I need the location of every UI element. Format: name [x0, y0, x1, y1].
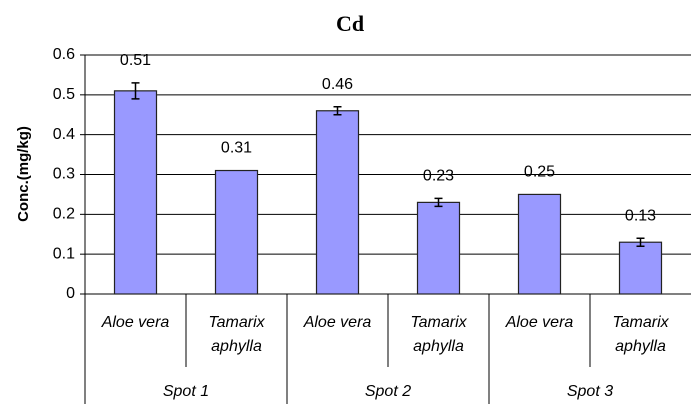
bar: [517, 193, 562, 295]
error-bar: [333, 106, 342, 116]
bar: [416, 201, 461, 295]
value-label: 0.13: [625, 207, 656, 224]
x-tick-label: Aloe vera: [303, 314, 372, 331]
y-tick-label: 0.4: [53, 126, 75, 143]
x-tick-label: Tamarix aphylla: [612, 314, 669, 355]
group-label: Spot 3: [567, 383, 613, 400]
y-tick-label: 0.2: [53, 206, 75, 223]
error-bar: [636, 237, 645, 247]
x-tick-label: Tamarix aphylla: [410, 314, 467, 355]
error-bar: [131, 82, 140, 100]
x-tick-label: Aloe vera: [101, 314, 170, 331]
y-tick-label: 0: [66, 285, 75, 302]
x-tick-label: Tamarix aphylla: [208, 314, 265, 355]
value-label: 0.51: [120, 52, 151, 69]
value-label: 0.31: [221, 140, 252, 157]
y-tick-label: 0.6: [53, 46, 75, 63]
group-label: Spot 2: [365, 383, 411, 400]
y-tick-label: 0.3: [53, 166, 75, 183]
x-tick-label: Aloe vera: [505, 314, 574, 331]
value-label: 0.46: [322, 76, 353, 93]
bar: [315, 110, 360, 295]
bar: [214, 169, 259, 295]
value-label: 0.23: [423, 168, 454, 185]
y-tick-label: 0.1: [53, 245, 75, 262]
bar: [113, 90, 158, 295]
y-tick-label: 0.5: [53, 86, 75, 103]
value-label: 0.25: [524, 164, 555, 181]
group-label: Spot 1: [163, 383, 209, 400]
y-axis-label: Conc.(mg/kg): [15, 126, 32, 222]
chart-title: Cd: [336, 11, 364, 36]
bar: [618, 241, 663, 295]
error-bar: [434, 197, 443, 208]
